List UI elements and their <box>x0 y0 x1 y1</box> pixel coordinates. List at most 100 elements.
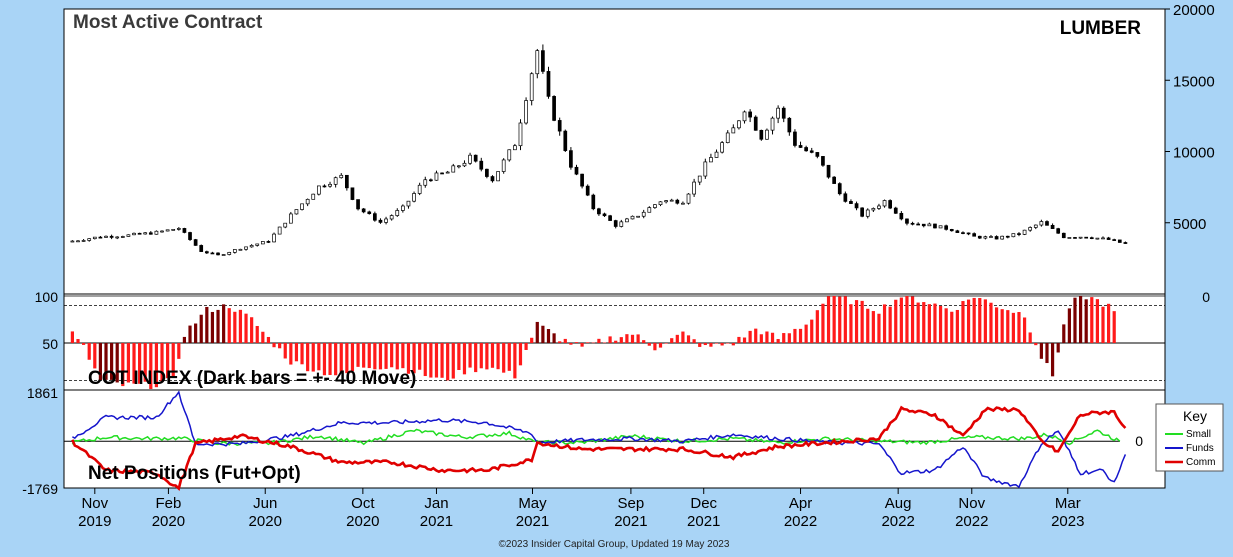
candle-body <box>300 203 304 210</box>
cot-bar <box>614 340 618 343</box>
candle-body <box>518 122 523 147</box>
cot-bar <box>871 311 875 343</box>
candle-body <box>457 165 461 168</box>
cot-bar <box>1034 343 1038 346</box>
candle-body <box>1005 235 1010 238</box>
candle-body <box>787 117 792 133</box>
candle-body <box>893 207 898 214</box>
cot-bar <box>1112 311 1116 343</box>
cot-bar <box>810 319 814 343</box>
cot-bar <box>513 343 517 379</box>
candle-body <box>804 147 808 152</box>
cot-bar <box>894 299 898 343</box>
candle-body <box>905 218 909 224</box>
candle-body <box>417 184 422 194</box>
candle-body <box>664 200 668 203</box>
candle-body <box>647 207 652 213</box>
candle-body <box>137 232 142 235</box>
price-candles <box>70 44 1128 256</box>
cot-bar <box>972 297 976 343</box>
x-axis-month-label: Oct <box>351 495 375 512</box>
cot-bar <box>826 296 831 343</box>
x-axis-year-label: 2020 <box>346 513 379 530</box>
cot-bar <box>978 298 982 343</box>
cot-bar <box>804 324 808 343</box>
copyright-footer: ©2023 Insider Capital Group, Updated 19 … <box>499 539 730 550</box>
candle-body <box>1061 232 1066 239</box>
cot-bar <box>754 328 758 343</box>
cot-bar <box>1039 343 1043 359</box>
candle-body <box>1011 233 1016 238</box>
cot-bar <box>272 343 276 348</box>
candle-body <box>557 120 562 132</box>
cot-bar <box>266 336 271 343</box>
cot-bar <box>653 343 657 351</box>
cot-bar <box>401 343 405 369</box>
cot-bar <box>485 343 489 370</box>
candle-body <box>328 183 332 187</box>
cot-bar <box>350 343 355 372</box>
cot-bar <box>1067 308 1071 343</box>
x-axis-year-label: 2020 <box>249 513 282 530</box>
cot-bar <box>782 333 786 343</box>
candle-body <box>1112 239 1117 241</box>
cot-bar <box>546 329 551 343</box>
cot-bar <box>938 306 943 343</box>
net-y-tick-label: -1769 <box>22 481 58 497</box>
candle-body <box>440 172 444 175</box>
cot-bar <box>98 343 103 381</box>
cot-bar <box>250 317 254 343</box>
cot-bar <box>1090 297 1094 343</box>
cot-bar <box>541 325 545 343</box>
x-axis-month-label: Mar <box>1055 495 1081 512</box>
cot-bar <box>188 325 192 343</box>
candle-body <box>311 193 316 200</box>
candle-body <box>322 185 327 188</box>
candle-body <box>305 198 310 205</box>
candle-body <box>781 107 786 119</box>
candle-body <box>260 241 265 245</box>
candle-body <box>132 232 136 236</box>
cot-bar <box>636 334 640 343</box>
cot-bar <box>815 310 819 343</box>
x-axis-year-label: 2021 <box>516 513 549 530</box>
candle-body <box>255 243 260 246</box>
cot-bar <box>574 342 579 343</box>
candle-body <box>955 230 960 233</box>
candle-body <box>406 200 411 207</box>
candle-body <box>1067 237 1072 239</box>
candle-body <box>1028 227 1033 231</box>
cot-bar <box>1073 297 1077 343</box>
candle-body <box>832 176 836 184</box>
cot-bar <box>860 300 864 343</box>
candle-body <box>216 252 220 256</box>
cot-bar <box>395 343 399 370</box>
cot-bar <box>703 343 707 346</box>
candle-body <box>389 215 394 220</box>
candle-body <box>283 222 288 228</box>
candle-body <box>921 223 926 227</box>
x-axis-month-label: Jun <box>253 495 277 512</box>
candle-body <box>479 160 484 170</box>
candle-body <box>98 236 103 239</box>
price-y-tick-label: 15000 <box>1173 73 1215 90</box>
candle-body <box>221 254 226 256</box>
candle-body <box>714 151 719 158</box>
price-panel <box>63 8 1166 295</box>
cot-bar <box>1078 296 1083 343</box>
cot-bar <box>238 309 243 343</box>
candle-body <box>653 204 657 208</box>
cot-bar <box>328 343 332 375</box>
commodity-label: LUMBER <box>1060 18 1142 39</box>
cot-bar <box>1011 312 1015 343</box>
candle-body <box>899 212 904 220</box>
candle-body <box>613 220 618 227</box>
cot-bar <box>87 343 91 360</box>
cot-bar <box>765 331 769 343</box>
candle-body <box>501 159 506 172</box>
candle-body <box>485 168 489 177</box>
candle-body <box>445 171 450 174</box>
candle-body <box>356 199 360 210</box>
candle-body <box>602 213 607 217</box>
cot-bar <box>93 343 97 369</box>
